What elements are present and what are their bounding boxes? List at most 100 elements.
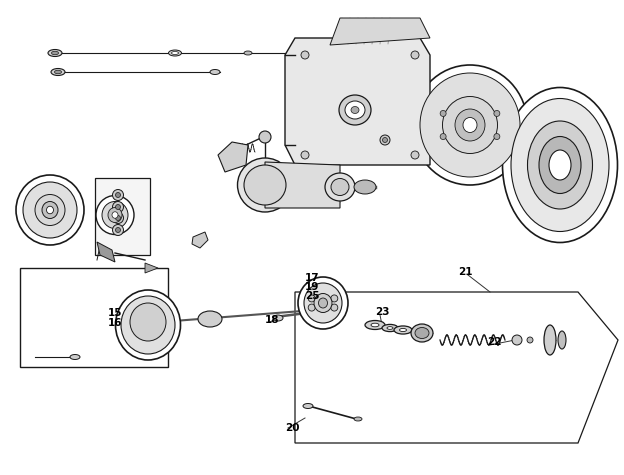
Ellipse shape (331, 179, 349, 196)
Polygon shape (145, 263, 158, 273)
Ellipse shape (365, 321, 385, 330)
Circle shape (411, 151, 419, 159)
Circle shape (115, 228, 120, 232)
Ellipse shape (102, 201, 128, 228)
Ellipse shape (16, 175, 84, 245)
Ellipse shape (112, 212, 118, 218)
Ellipse shape (339, 95, 371, 125)
Ellipse shape (273, 315, 283, 321)
Circle shape (440, 133, 446, 140)
Ellipse shape (558, 331, 566, 349)
Ellipse shape (96, 196, 134, 235)
Ellipse shape (198, 311, 222, 327)
Ellipse shape (549, 150, 571, 180)
Ellipse shape (442, 96, 497, 153)
Polygon shape (192, 232, 208, 248)
Ellipse shape (48, 49, 62, 57)
Circle shape (411, 51, 419, 59)
Ellipse shape (244, 165, 286, 205)
Text: 23: 23 (375, 307, 389, 317)
Circle shape (308, 295, 315, 302)
Circle shape (112, 201, 124, 212)
Ellipse shape (502, 87, 618, 243)
Circle shape (115, 205, 120, 209)
Circle shape (115, 216, 120, 220)
Ellipse shape (52, 51, 59, 55)
Ellipse shape (304, 283, 342, 323)
Ellipse shape (351, 106, 359, 114)
Polygon shape (330, 18, 430, 45)
Ellipse shape (47, 206, 54, 214)
Ellipse shape (121, 296, 175, 354)
Text: 18: 18 (265, 315, 280, 325)
Circle shape (331, 304, 338, 311)
Ellipse shape (23, 182, 77, 238)
Circle shape (308, 304, 315, 311)
Circle shape (512, 335, 522, 345)
Polygon shape (97, 242, 115, 262)
Text: 25: 25 (305, 291, 319, 301)
Ellipse shape (108, 208, 122, 222)
Ellipse shape (115, 290, 180, 360)
Circle shape (112, 190, 124, 200)
Polygon shape (265, 162, 340, 208)
Ellipse shape (51, 68, 65, 76)
Ellipse shape (544, 325, 556, 355)
Ellipse shape (415, 327, 429, 339)
Circle shape (112, 212, 124, 224)
Circle shape (494, 111, 500, 116)
Ellipse shape (463, 117, 477, 133)
Ellipse shape (420, 73, 520, 177)
Ellipse shape (303, 403, 313, 408)
Ellipse shape (345, 101, 365, 119)
Ellipse shape (411, 324, 433, 342)
Text: 16: 16 (108, 318, 122, 328)
Ellipse shape (42, 201, 58, 219)
Circle shape (383, 137, 388, 142)
Ellipse shape (314, 294, 332, 313)
Ellipse shape (412, 65, 527, 185)
Ellipse shape (527, 121, 593, 209)
Circle shape (115, 192, 120, 198)
Ellipse shape (354, 180, 376, 194)
Ellipse shape (511, 98, 609, 231)
Ellipse shape (354, 417, 362, 421)
Ellipse shape (210, 69, 220, 75)
Ellipse shape (382, 324, 398, 332)
Text: 19: 19 (305, 282, 319, 292)
Ellipse shape (371, 323, 379, 327)
Circle shape (331, 295, 338, 302)
Circle shape (112, 225, 124, 236)
Circle shape (440, 111, 446, 116)
Text: 22: 22 (487, 337, 502, 347)
Ellipse shape (35, 194, 65, 226)
Ellipse shape (238, 158, 293, 212)
Ellipse shape (399, 328, 406, 332)
Circle shape (494, 133, 500, 140)
Ellipse shape (168, 50, 182, 56)
Circle shape (301, 51, 309, 59)
Ellipse shape (298, 277, 348, 329)
Ellipse shape (394, 326, 412, 334)
Text: 20: 20 (285, 423, 300, 433)
Ellipse shape (387, 327, 393, 329)
Polygon shape (218, 142, 248, 172)
Ellipse shape (325, 173, 355, 201)
Ellipse shape (539, 136, 581, 193)
Ellipse shape (54, 70, 62, 74)
Text: 21: 21 (458, 267, 472, 277)
Ellipse shape (318, 298, 328, 308)
Circle shape (259, 131, 271, 143)
Text: 15: 15 (108, 308, 122, 318)
Ellipse shape (455, 109, 485, 141)
Ellipse shape (244, 51, 252, 55)
Polygon shape (285, 38, 430, 165)
Ellipse shape (130, 303, 166, 341)
Circle shape (527, 337, 533, 343)
Text: 17: 17 (305, 273, 319, 283)
Circle shape (301, 151, 309, 159)
Ellipse shape (172, 51, 178, 55)
Polygon shape (95, 178, 150, 255)
Ellipse shape (70, 354, 80, 360)
Circle shape (380, 135, 390, 145)
